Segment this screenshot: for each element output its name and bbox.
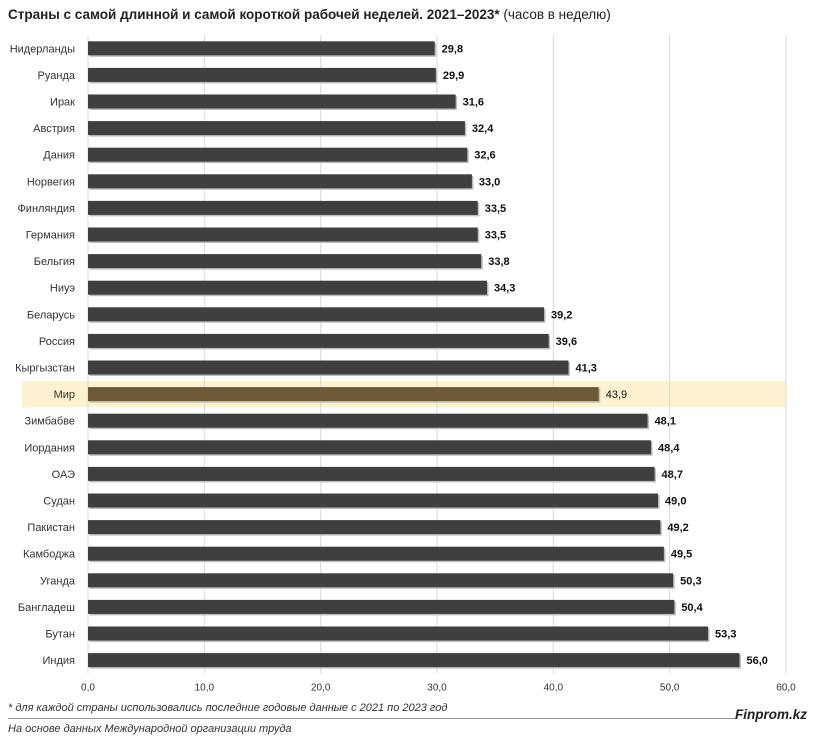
category-label: Пакистан xyxy=(27,522,75,534)
bar-6 xyxy=(88,174,472,189)
category-label: Нидерланды xyxy=(10,43,75,55)
category-label: Кыргызстан xyxy=(15,363,75,375)
category-label: Ирак xyxy=(50,97,75,109)
x-tick-label: 0,0 xyxy=(81,682,95,693)
category-label: Дания xyxy=(43,150,75,162)
bar-18 xyxy=(88,493,659,508)
value-label: 33,5 xyxy=(485,230,506,242)
value-label: 32,6 xyxy=(474,150,495,162)
category-label: Мир xyxy=(54,389,75,401)
category-label: Судан xyxy=(43,496,75,508)
brand-logo: Finprom.kz xyxy=(734,707,807,722)
value-label: 41,3 xyxy=(575,363,596,375)
value-label: 29,8 xyxy=(442,43,463,55)
bar-23 xyxy=(88,626,709,641)
bar-3 xyxy=(88,94,456,109)
bar-8 xyxy=(88,227,478,242)
value-label: 34,3 xyxy=(494,283,515,295)
category-label: Бангладеш xyxy=(18,602,75,614)
bar-11 xyxy=(88,307,545,322)
value-label: 48,7 xyxy=(662,469,683,481)
x-tick-label: 20,0 xyxy=(311,682,331,693)
x-tick-label: 60,0 xyxy=(776,682,796,693)
value-label: 43,9 xyxy=(606,389,627,401)
x-tick-label: 30,0 xyxy=(427,682,447,693)
value-label: 29,9 xyxy=(443,70,464,82)
footnote: * для каждой страны использовались после… xyxy=(8,702,448,714)
category-label: Финляндия xyxy=(17,203,75,215)
value-label: 49,5 xyxy=(671,549,692,561)
bar-4 xyxy=(88,121,465,136)
value-label: 56,0 xyxy=(746,655,767,667)
bar-1 xyxy=(88,41,435,56)
bar-24 xyxy=(88,653,740,668)
value-label: 49,2 xyxy=(667,522,688,534)
chart-title: Страны с самой длинной и самой короткой … xyxy=(8,7,611,22)
category-label: Бутан xyxy=(45,629,75,641)
value-label: 31,6 xyxy=(463,97,484,109)
source-note: На основе данных Международной организац… xyxy=(8,723,292,735)
bar-7 xyxy=(88,200,478,215)
category-label: Камбоджа xyxy=(23,549,76,561)
value-label: 39,2 xyxy=(551,309,572,321)
value-label: 33,0 xyxy=(479,176,500,188)
bar-15 xyxy=(88,413,648,428)
category-label: Беларусь xyxy=(27,309,75,321)
bar-14 xyxy=(88,387,599,402)
chart-title-units: (часов в неделю) xyxy=(503,7,611,22)
bar-2 xyxy=(88,67,436,82)
value-label: 48,1 xyxy=(655,416,676,428)
category-label: Зимбабве xyxy=(24,416,75,428)
value-label: 53,3 xyxy=(715,629,736,641)
category-label: Ниуэ xyxy=(50,283,75,295)
bar-5 xyxy=(88,147,468,162)
value-label: 39,6 xyxy=(556,336,577,348)
value-label: 48,4 xyxy=(658,442,680,454)
value-label: 33,8 xyxy=(488,256,509,268)
category-label: Руанда xyxy=(38,70,76,82)
bar-20 xyxy=(88,546,664,561)
bar-10 xyxy=(88,280,488,295)
bar-chart: 0,0 10,0 20,0 30,0 40,0 50,0 60,0 Нидерланды 29,… xyxy=(10,35,796,693)
category-label: Россия xyxy=(39,336,75,348)
category-label: Бельгия xyxy=(34,256,75,268)
category-label: Индия xyxy=(42,655,75,667)
bar-13 xyxy=(88,360,569,375)
bar-22 xyxy=(88,599,675,614)
category-label: Уганда xyxy=(40,575,76,587)
divider xyxy=(8,718,736,719)
category-label: Австрия xyxy=(33,123,75,135)
value-label: 32,4 xyxy=(472,123,494,135)
bar-9 xyxy=(88,254,482,269)
bar-17 xyxy=(88,466,655,481)
value-label: 49,0 xyxy=(665,496,686,508)
x-tick-label: 50,0 xyxy=(660,682,680,693)
category-label: Иордания xyxy=(24,442,75,454)
bar-16 xyxy=(88,440,652,455)
value-label: 33,5 xyxy=(485,203,506,215)
category-label: Норвегия xyxy=(27,176,75,188)
bar-19 xyxy=(88,520,661,535)
bar-12 xyxy=(88,333,549,348)
chart-title-main: Страны с самой длинной и самой короткой … xyxy=(8,7,500,22)
category-label: ОАЭ xyxy=(52,469,75,481)
value-label: 50,3 xyxy=(680,575,701,587)
value-label: 50,4 xyxy=(681,602,703,614)
x-tick-label: 40,0 xyxy=(544,682,564,693)
category-label: Германия xyxy=(26,230,75,242)
x-tick-label: 10,0 xyxy=(195,682,215,693)
bar-21 xyxy=(88,573,674,588)
